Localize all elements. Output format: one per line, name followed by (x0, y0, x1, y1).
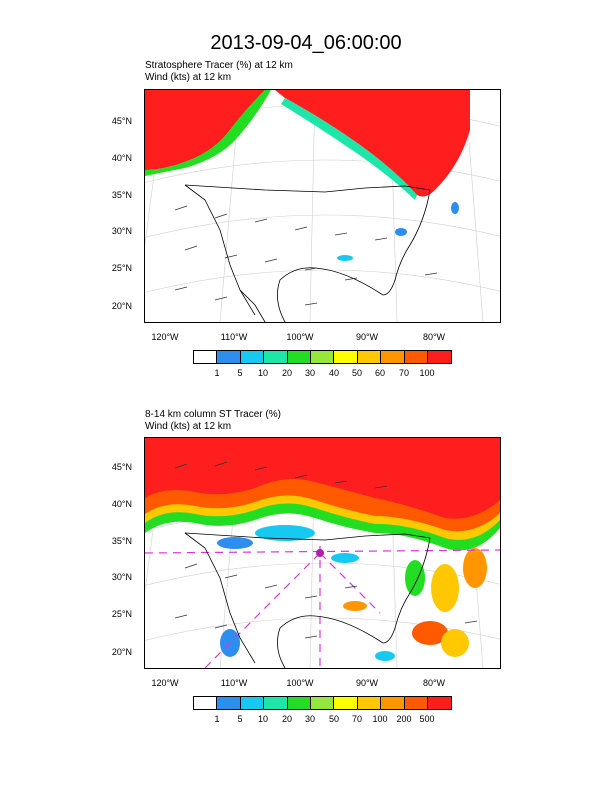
colorbar-label: 30 (304, 368, 316, 378)
lon-label: 110°W (220, 332, 248, 342)
colorbar-label: 40 (328, 368, 340, 378)
panel-title-line1: 8-14 km column ST Tracer (%) (145, 409, 281, 420)
lat-label: 20°N (111, 647, 132, 657)
colorbar-swatch (240, 351, 265, 363)
colorbar-swatch (287, 351, 311, 363)
lon-label: 120°W (151, 332, 179, 342)
colorbar-swatch (194, 351, 218, 363)
colorbar-label: 60 (374, 368, 386, 378)
lon-label: 100°W (286, 332, 314, 342)
colorbar-label: 20 (281, 368, 293, 378)
map-plot[interactable] (144, 89, 501, 323)
lat-label: 40°N (111, 499, 132, 509)
colorbar-label: 100 (419, 368, 435, 378)
lat-label: 45°N (111, 462, 132, 472)
panel-title-line2: Wind (kts) at 12 km (145, 72, 232, 83)
colorbar-label: 200 (396, 714, 412, 724)
lon-label: 90°W (355, 678, 379, 688)
lat-label: 35°N (111, 190, 132, 200)
page-title: 2013-09-04_06:00:00 (210, 32, 402, 54)
colorbar-swatch (404, 697, 428, 709)
colorbar-label: 100 (372, 714, 388, 724)
panel-title-line1: Stratosphere Tracer (%) at 12 km (145, 60, 293, 71)
map-graphic (145, 90, 500, 322)
colorbar-swatch (310, 351, 335, 363)
colorbar-swatch (310, 697, 335, 709)
colorbar (193, 696, 453, 710)
colorbar-swatch (217, 697, 241, 709)
colorbar-swatch (404, 351, 428, 363)
lat-label: 45°N (111, 116, 132, 126)
colorbar-swatch (194, 697, 218, 709)
lat-label: 30°N (111, 226, 132, 236)
colorbar-swatch (217, 351, 241, 363)
colorbar-swatch (334, 697, 358, 709)
lat-label: 25°N (111, 609, 132, 619)
colorbar-label: 5 (237, 368, 243, 378)
colorbar-swatch (357, 697, 382, 709)
lon-label: 100°W (286, 678, 314, 688)
colorbar-swatch (264, 351, 288, 363)
colorbar-label: 1 (214, 368, 220, 378)
colorbar-swatch (264, 697, 288, 709)
colorbar-label: 70 (351, 714, 363, 724)
colorbar-label: 30 (304, 714, 316, 724)
colorbar-label: 10 (257, 714, 269, 724)
lat-label: 30°N (111, 572, 132, 582)
lon-label: 90°W (355, 332, 379, 342)
colorbar-label: 10 (257, 368, 269, 378)
map-graphic (145, 438, 500, 668)
colorbar-swatch (357, 351, 382, 363)
lon-label: 110°W (220, 678, 248, 688)
lat-label: 20°N (111, 301, 132, 311)
colorbar-label: 50 (351, 368, 363, 378)
lon-label: 80°W (422, 332, 446, 342)
colorbar (193, 350, 453, 364)
lat-label: 40°N (111, 153, 132, 163)
panel-title-line2: Wind (kts) at 12 km (145, 421, 232, 432)
lon-label: 80°W (422, 678, 446, 688)
colorbar-swatch (334, 351, 358, 363)
colorbar-label: 5 (237, 714, 243, 724)
colorbar-label: 1 (214, 714, 220, 724)
colorbar-swatch (381, 697, 405, 709)
colorbar-swatch (240, 697, 265, 709)
map-plot[interactable] (144, 437, 501, 669)
colorbar-label: 500 (419, 714, 435, 724)
colorbar-swatch (381, 351, 405, 363)
lat-label: 25°N (111, 263, 132, 273)
lon-label: 120°W (151, 678, 179, 688)
colorbar-label: 20 (281, 714, 293, 724)
colorbar-label: 50 (328, 714, 340, 724)
colorbar-swatch (427, 351, 452, 363)
colorbar-swatch (427, 697, 452, 709)
colorbar-label: 70 (398, 368, 410, 378)
lat-label: 35°N (111, 536, 132, 546)
colorbar-swatch (287, 697, 311, 709)
